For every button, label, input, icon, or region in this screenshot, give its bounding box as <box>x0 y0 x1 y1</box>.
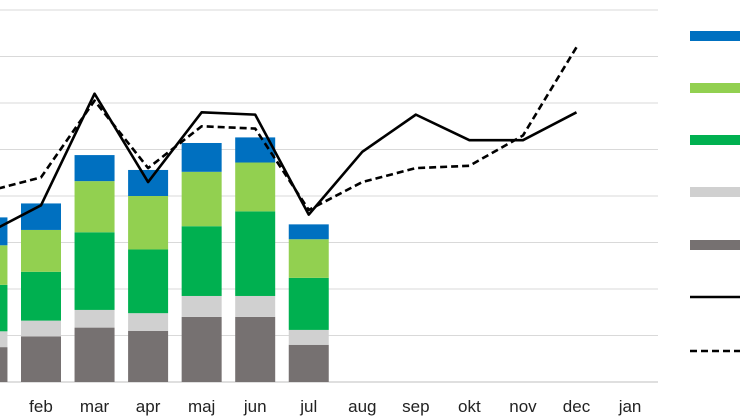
bar-segment-partial <box>0 331 8 348</box>
bar-segment-partial <box>0 217 8 246</box>
bar-stacks <box>0 137 329 382</box>
x-tick-label: maj <box>188 397 215 416</box>
x-tick-label: feb <box>29 397 53 416</box>
series-lines <box>0 46 578 229</box>
x-tick-label: jul <box>299 397 317 416</box>
bar-segment <box>74 181 115 233</box>
bar-segment <box>235 211 276 296</box>
bar-segment <box>128 196 169 250</box>
legend <box>690 31 740 353</box>
bar-segment <box>288 239 329 278</box>
bar-segment-partial <box>0 347 8 382</box>
x-tick-label: okt <box>458 397 481 416</box>
legend-swatch <box>690 135 740 145</box>
bar-segment <box>74 232 115 310</box>
bar-segment <box>21 320 61 337</box>
bar-segment <box>21 203 61 230</box>
x-tick-label: mar <box>80 397 110 416</box>
bar-segment <box>181 316 222 382</box>
x-tick-label: nov <box>509 397 537 416</box>
bar-segment <box>288 224 329 240</box>
bar-segment <box>288 277 329 330</box>
x-tick-label: jun <box>243 397 267 416</box>
bar-segment <box>74 309 115 328</box>
bar-segment <box>74 327 115 382</box>
bar-segment <box>235 295 276 317</box>
bar-segment <box>128 330 169 382</box>
bar-segment <box>21 336 61 382</box>
bar-segment <box>181 295 222 317</box>
x-axis-tick-labels: feb mar apr maj jun jul aug sep okt nov dec jan <box>29 397 641 416</box>
bar-segment <box>181 226 222 296</box>
bar-segment <box>288 329 329 345</box>
legend-swatch <box>690 240 740 250</box>
bar-segment <box>21 271 61 321</box>
x-tick-label: aug <box>348 397 376 416</box>
x-tick-label: jan <box>618 397 642 416</box>
x-tick-label: dec <box>563 397 591 416</box>
bar-segment <box>21 229 61 272</box>
legend-swatch <box>690 31 740 41</box>
bar-segment <box>181 142 222 172</box>
dashed-series-line <box>0 46 578 212</box>
legend-swatch <box>690 83 740 93</box>
x-tick-label: sep <box>402 397 429 416</box>
x-tick-label: apr <box>136 397 161 416</box>
bar-segment <box>235 162 276 212</box>
bar-segment-partial <box>0 284 8 332</box>
bar-segment <box>128 313 169 331</box>
bar-segment <box>181 171 222 227</box>
legend-swatch <box>690 187 740 197</box>
bar-segment <box>74 155 115 182</box>
bar-segment-partial <box>0 245 8 285</box>
bar-segment <box>128 249 169 314</box>
bar-segment <box>288 344 329 382</box>
bar-segment <box>235 316 276 382</box>
